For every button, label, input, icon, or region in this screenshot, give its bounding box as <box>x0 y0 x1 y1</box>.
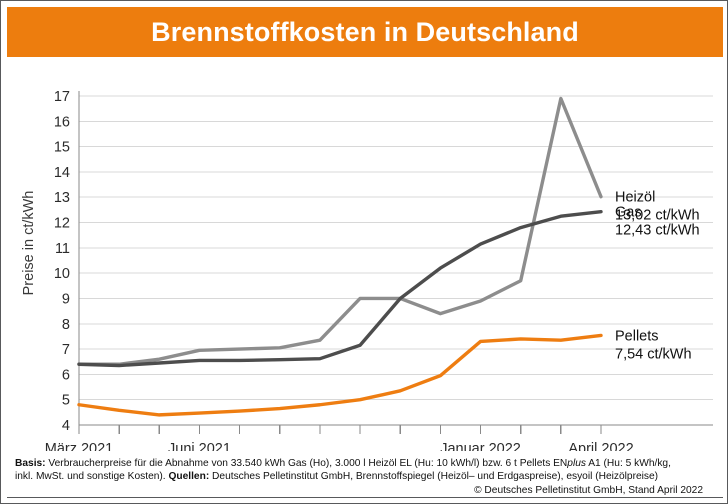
series-label-name-heizl: Heizöl <box>615 190 655 206</box>
footnote-line-2-rest: Deutsches Pelletinstitut GmbH, Brennstof… <box>209 471 659 483</box>
y-tick-label: 16 <box>54 114 70 130</box>
y-tick-labels: 4 5 6 7 8 9 10 11 12 13 14 15 16 17 <box>54 89 70 434</box>
y-tick-label: 6 <box>62 367 70 383</box>
line-chart: 4 5 6 7 8 9 10 11 12 13 14 15 16 17 März 2021 Juni 202… <box>45 89 713 451</box>
gridlines <box>79 95 713 426</box>
footnote-line-1: Basis: Verbraucherpreise für die Abnahme… <box>15 457 715 470</box>
footnote-divider <box>7 497 723 498</box>
footnote-basis-label: Basis: <box>15 458 46 469</box>
y-tick-label: 4 <box>62 418 70 434</box>
plot-area: Preise in ct/kWh 4 5 6 7 8 9 10 11 12 13 14 15 16 17 … <box>1 57 727 451</box>
y-tick-label: 11 <box>55 241 70 257</box>
series-line-heizl <box>77 96 603 366</box>
x-tick-label: Januar 2022 <box>440 441 521 451</box>
footnote-enplus-italic: plus <box>567 458 586 469</box>
series-label-value-heizl: 13,02 ct/kWh <box>615 208 700 224</box>
x-tick-label: März 2021 <box>45 441 114 451</box>
series-line-gas <box>77 209 603 368</box>
footnote-line-1-rest: Verbraucherpreise für die Abnahme von 33… <box>45 458 568 469</box>
y-tick-label: 10 <box>54 266 70 282</box>
series-label-name-gas: Gas <box>615 205 642 221</box>
x-tick-labels: März 2021 Juni 2021 Januar 2022 April 2022 <box>45 441 634 451</box>
series-label-name-pellets: Pellets <box>615 328 659 344</box>
x-axis <box>78 91 713 434</box>
y-tick-label: 5 <box>62 393 70 409</box>
footnote-quellen-label: Quellen: <box>168 471 210 483</box>
footnote: Basis: Verbraucherpreise für die Abnahme… <box>1 453 727 497</box>
y-tick-label: 12 <box>54 216 70 232</box>
y-tick-label: 14 <box>54 165 70 181</box>
y-tick-label: 8 <box>62 317 70 333</box>
y-tick-label: 15 <box>54 140 70 156</box>
series-lines <box>77 96 603 417</box>
x-tick-label: Juni 2021 <box>168 441 231 451</box>
series-label-value-gas: 12,43 ct/kWh <box>615 223 700 239</box>
y-tick-label: 7 <box>62 342 70 358</box>
page-title: Brennstoffkosten in Deutschland <box>151 16 579 47</box>
y-tick-label: 17 <box>54 89 70 105</box>
x-tick-label: April 2022 <box>568 441 633 451</box>
series-label-value-pellets: 7,54 ct/kWh <box>615 346 692 362</box>
footnote-line-2: inkl. MwSt. und sonstige Kosten). Quelle… <box>15 470 715 483</box>
title-bar: Brennstoffkosten in Deutschland <box>7 7 723 57</box>
footnote-line-1-tail: A1 (Hu: 5 kWh/kg, <box>585 458 671 469</box>
footnote-copyright: © Deutsches Pelletinstitut GmbH, Stand A… <box>474 484 703 496</box>
footnote-line-2-a: inkl. MwSt. und sonstige Kosten). <box>15 471 169 483</box>
y-tick-label: 13 <box>54 190 70 206</box>
series-line-pellets <box>77 333 603 417</box>
y-tick-label: 9 <box>62 291 70 307</box>
